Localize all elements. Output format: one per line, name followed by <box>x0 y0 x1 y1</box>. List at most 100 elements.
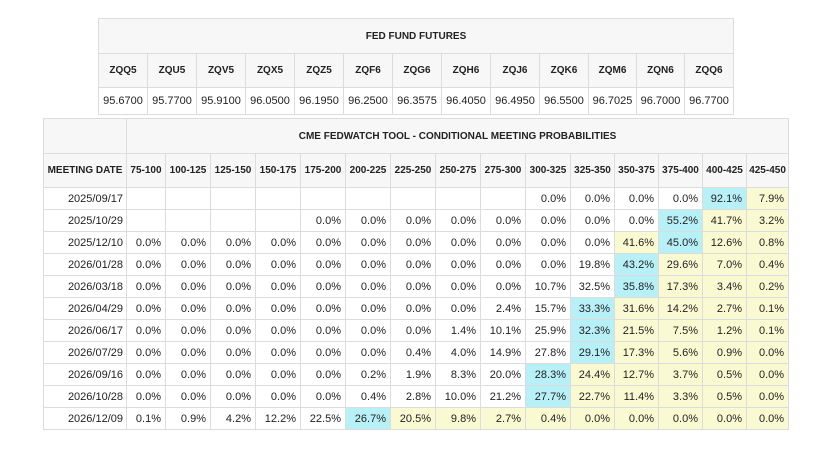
probability-cell: 0.0% <box>390 297 436 320</box>
probability-cell: 0.0% <box>255 253 301 276</box>
rate-range-header: 250-275 <box>435 153 481 188</box>
probability-cell: 0.0% <box>255 319 301 342</box>
probability-cell: 1.2% <box>702 319 747 342</box>
probability-cell: 15.7% <box>525 297 571 320</box>
meeting-row: 2025/10/29 0.0% 0.0% 0.0% 0.0% 0.0% 0.0% 0.0% 0.… <box>43 209 790 232</box>
probability-cell: 0.0% <box>658 187 703 210</box>
probability-cell: 2.7% <box>702 297 747 320</box>
probability-cell <box>345 187 391 210</box>
futures-price-cell: 96.7700 <box>684 87 734 115</box>
probability-cell: 32.3% <box>570 319 615 342</box>
probability-cell: 0.0% <box>525 253 571 276</box>
probability-cell: 0.5% <box>702 385 747 408</box>
probability-cell: 10.1% <box>480 319 526 342</box>
probability-cell <box>126 187 166 210</box>
probability-cell: 0.0% <box>210 253 256 276</box>
probability-cell: 14.9% <box>480 341 526 364</box>
probability-cell: 0.0% <box>435 209 481 232</box>
rate-range-header: 375-400 <box>658 153 703 188</box>
probability-cell: 0.0% <box>165 231 211 254</box>
probability-cell: 0.0% <box>300 297 346 320</box>
meeting-date-cell: 2025/10/29 <box>43 209 127 232</box>
probability-cell: 0.5% <box>702 363 747 386</box>
probability-cell: 0.0% <box>126 275 166 298</box>
futures-contract-header: ZQH6 <box>441 53 491 88</box>
probability-cell: 20.5% <box>390 407 436 430</box>
probability-cell: 0.0% <box>345 341 391 364</box>
probability-cell: 0.0% <box>126 341 166 364</box>
probability-cell <box>165 187 211 210</box>
probability-cell: 17.3% <box>614 341 659 364</box>
meeting-row: 2026/06/17 0.0% 0.0% 0.0% 0.0% 0.0% 0.0% 0.0% 1.… <box>43 319 790 342</box>
probability-cell <box>435 187 481 210</box>
probability-cell: 45.0% <box>658 231 703 254</box>
probability-cell: 41.7% <box>702 209 747 232</box>
probability-cell: 0.0% <box>210 341 256 364</box>
probability-cell: 0.4% <box>390 341 436 364</box>
probability-cell: 0.1% <box>745 297 790 320</box>
probability-cell: 0.0% <box>480 231 526 254</box>
probability-cell: 2.4% <box>480 297 526 320</box>
rate-range-header: 275-300 <box>480 153 526 188</box>
probability-cell: 0.0% <box>255 275 301 298</box>
meeting-date-cell: 2026/12/09 <box>43 407 127 430</box>
probability-cell: 0.0% <box>210 385 256 408</box>
probability-cell: 9.8% <box>435 407 481 430</box>
meeting-row: 2026/01/28 0.0% 0.0% 0.0% 0.0% 0.0% 0.0% 0.0% 0.… <box>43 253 790 276</box>
probability-cell: 17.3% <box>658 275 703 298</box>
probability-cell <box>480 187 526 210</box>
probability-cell: 55.2% <box>658 209 703 232</box>
probability-cell: 0.0% <box>255 341 301 364</box>
futures-price-cell: 95.7700 <box>147 87 197 115</box>
probability-cell: 0.0% <box>300 385 346 408</box>
probability-cell: 0.0% <box>702 407 747 430</box>
probability-cell: 0.0% <box>345 209 391 232</box>
probability-cell <box>255 187 301 210</box>
probability-cell: 12.7% <box>614 363 659 386</box>
probability-cell: 27.7% <box>525 385 571 408</box>
probability-cell: 0.0% <box>165 319 211 342</box>
probability-cell <box>390 187 436 210</box>
futures-contract-header: ZQX5 <box>245 53 295 88</box>
futures-price-cell: 96.0500 <box>245 87 295 115</box>
probability-cell: 0.0% <box>126 385 166 408</box>
probability-cell: 7.9% <box>745 187 790 210</box>
meeting-date-cell: 2026/06/17 <box>43 319 127 342</box>
futures-price-cell: 95.9100 <box>196 87 246 115</box>
probability-cell: 0.0% <box>255 297 301 320</box>
probability-cell: 0.2% <box>745 275 790 298</box>
rate-range-header: 175-200 <box>300 153 346 188</box>
fed-fund-futures-table: FED FUND FUTURES ZQQ5 ZQU5 ZQV5 ZQX5 ZQZ5 ZQF… <box>98 18 734 115</box>
probability-cell: 0.0% <box>614 187 659 210</box>
probability-cell: 0.8% <box>745 231 790 254</box>
probability-cell: 0.0% <box>390 231 436 254</box>
probability-cell: 0.0% <box>165 385 211 408</box>
probability-cell: 0.0% <box>210 319 256 342</box>
rate-range-header: 150-175 <box>255 153 301 188</box>
probability-cell: 0.0% <box>210 363 256 386</box>
meeting-date-cell: 2026/09/16 <box>43 363 127 386</box>
probability-cell: 0.0% <box>345 231 391 254</box>
meeting-row: 2025/12/10 0.0% 0.0% 0.0% 0.0% 0.0% 0.0% 0.0% 0.… <box>43 231 790 254</box>
rate-range-header: 350-375 <box>614 153 659 188</box>
rate-range-header: 125-150 <box>210 153 256 188</box>
probability-cell: 35.8% <box>614 275 659 298</box>
probability-cell: 11.4% <box>614 385 659 408</box>
probability-cell: 21.5% <box>614 319 659 342</box>
probability-cell: 2.8% <box>390 385 436 408</box>
probability-cell: 0.0% <box>480 253 526 276</box>
probability-cell: 0.0% <box>300 319 346 342</box>
probability-cell: 10.7% <box>525 275 571 298</box>
futures-price-cell: 96.7025 <box>588 87 637 115</box>
futures-contract-header: ZQN6 <box>636 53 685 88</box>
probability-cell: 0.9% <box>702 341 747 364</box>
futures-price-cell: 96.7000 <box>636 87 685 115</box>
probability-cell: 0.2% <box>345 363 391 386</box>
probability-cell: 0.0% <box>745 363 790 386</box>
probability-cell: 0.0% <box>480 275 526 298</box>
probability-cell: 41.6% <box>614 231 659 254</box>
probability-cell: 0.0% <box>525 187 571 210</box>
meeting-date-header: MEETING DATE <box>43 153 127 188</box>
probability-cell: 0.0% <box>165 363 211 386</box>
futures-contract-header: ZQM6 <box>588 53 637 88</box>
